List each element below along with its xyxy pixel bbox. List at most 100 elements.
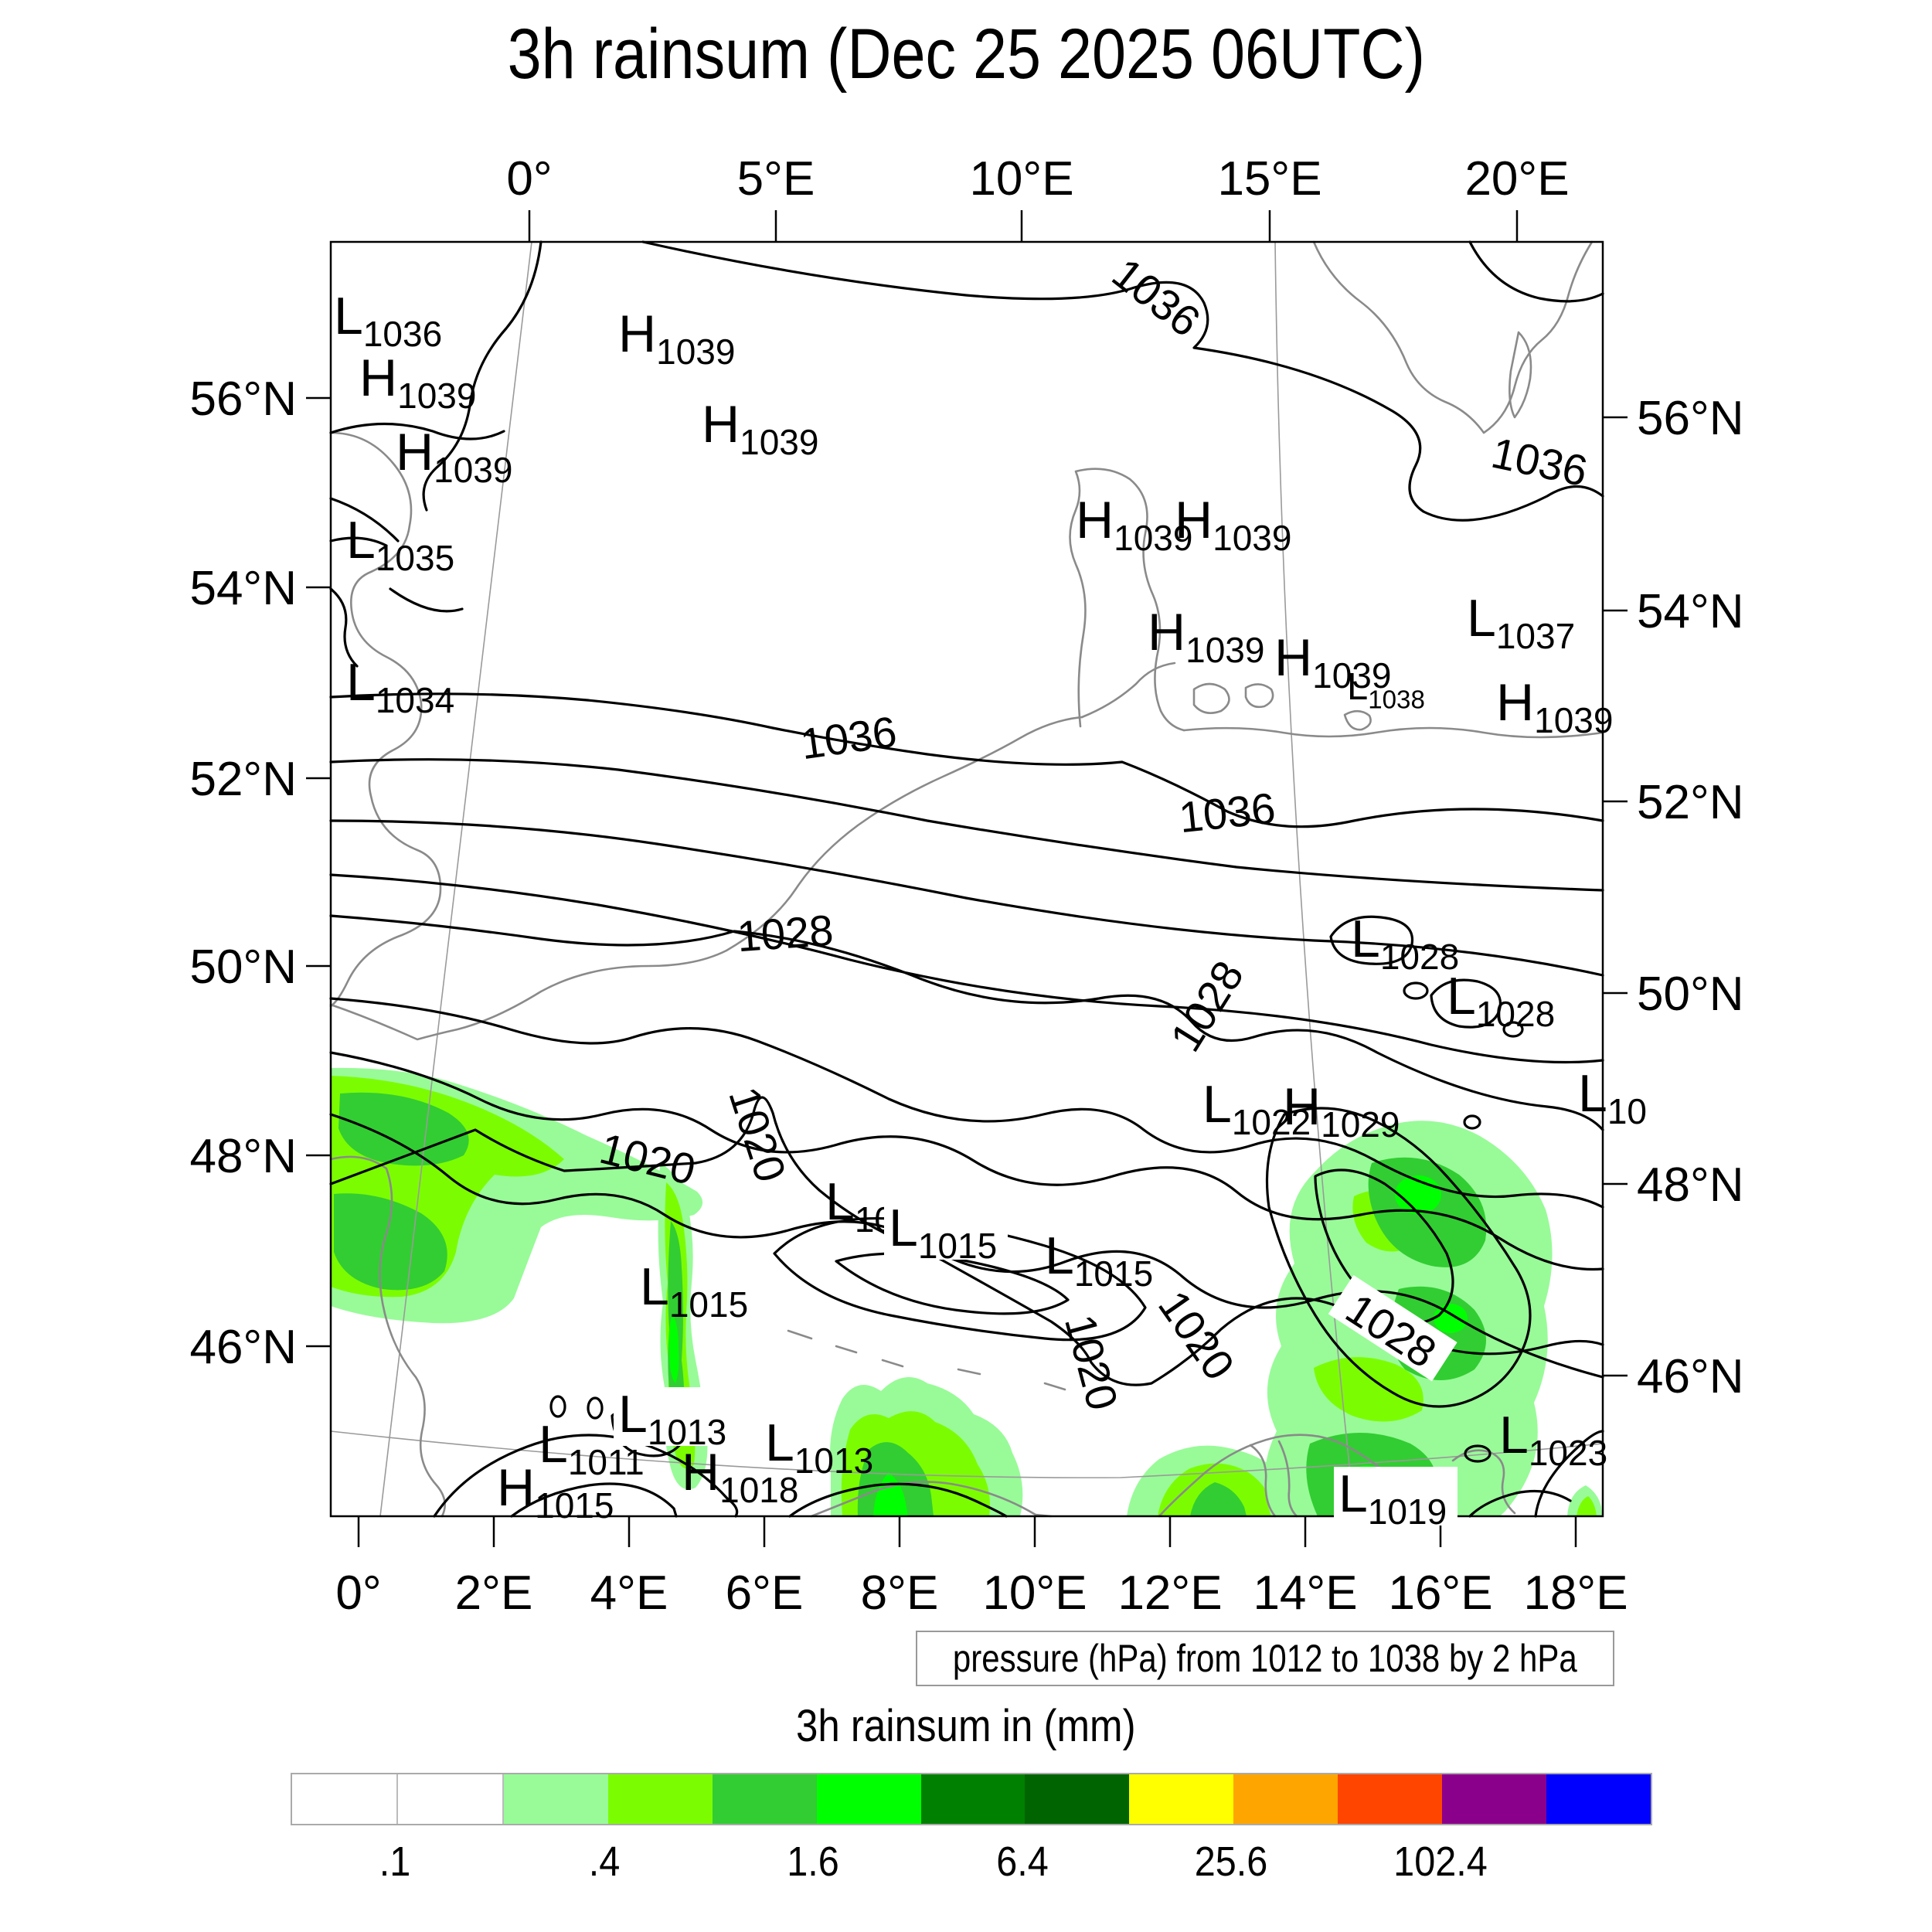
low-pressure-marker: L1015 <box>1045 1226 1153 1294</box>
graticule-meridian <box>379 241 532 1517</box>
pressure-marker-text: L1028 <box>1447 967 1555 1034</box>
coastline-layer <box>329 240 1604 1518</box>
low-pressure-marker: L1022 <box>1202 1075 1311 1142</box>
pressure-value: 1028 <box>1476 994 1555 1034</box>
coast-ruegen <box>1343 709 1372 731</box>
pressure-contour <box>1468 1489 1572 1518</box>
pressure-letter: L <box>1467 589 1496 648</box>
pressure-marker-text: H1039 <box>359 349 476 416</box>
colorbar-cell <box>397 1774 504 1824</box>
pressure-value: 1015 <box>669 1284 748 1325</box>
pressure-value: 1039 <box>1534 700 1613 740</box>
pressure-marker-text: H1039 <box>618 304 735 372</box>
pressure-marker-text: H1039 <box>1274 628 1391 696</box>
high-pressure-marker: H1039 <box>702 395 818 462</box>
colorbar-tick-label: .4 <box>588 1838 620 1885</box>
right-axis-label: 52°N <box>1637 776 1744 829</box>
coast-denmark <box>1069 468 1185 732</box>
pressure-marker-text: H1039 <box>1076 491 1192 558</box>
left-axis-label: 54°N <box>189 562 297 615</box>
contour-label: 1036 <box>1488 428 1592 496</box>
pressure-marker-text: L1037 <box>1467 589 1575 656</box>
bottom-axis-label: 8°E <box>861 1566 939 1620</box>
pressure-letter: L <box>1045 1226 1074 1285</box>
pressure-marker-text: H1039 <box>396 423 512 490</box>
pressure-letter: H <box>682 1443 719 1502</box>
right-axis-label: 56°N <box>1637 392 1744 445</box>
coast-mediterranean <box>810 1481 1053 1518</box>
rain-area <box>1314 1357 1423 1422</box>
colorbar-cell <box>503 1774 608 1824</box>
pressure-value: 1015 <box>918 1226 997 1266</box>
pressure-contour <box>422 240 543 512</box>
pressure-contour-closed <box>1430 978 1502 1029</box>
top-axis-label: 15°E <box>1217 152 1321 206</box>
pressure-value: 1036 <box>363 314 442 354</box>
pressure-letter: L <box>334 287 363 345</box>
pressure-letter: H <box>1496 673 1534 732</box>
pressure-letter: L <box>889 1199 918 1257</box>
low-pressure-marker: L1028 <box>1447 967 1555 1034</box>
rain-area <box>334 1193 447 1291</box>
pressure-value: 1034 <box>376 680 454 720</box>
high-pressure-marker: H1039 <box>1274 628 1391 696</box>
bottom-axis-label: 14°E <box>1253 1566 1357 1620</box>
colorbar-cell <box>607 1774 713 1824</box>
page-title: 3h rainsum (Dec 25 2025 06UTC) <box>507 15 1425 94</box>
pressure-letter: H <box>702 395 740 454</box>
pressure-contour <box>510 1482 678 1518</box>
right-axis-label: 48°N <box>1637 1158 1744 1212</box>
colorbar-cell <box>1442 1774 1547 1824</box>
pressure-marker-text: L1015 <box>1045 1226 1153 1294</box>
pressure-marker-text: L10 <box>1578 1064 1647 1131</box>
top-axis-label: 20°E <box>1464 152 1569 206</box>
pressure-marker-text: L1034 <box>346 653 454 720</box>
bottom-axis-label: 12°E <box>1117 1566 1222 1620</box>
pressure-contour-1026 <box>329 997 1604 1209</box>
colorbar-labels: .1 .4 1.6 6.4 25.6 102.4 <box>0 1838 1932 1892</box>
pressure-letter: L <box>1447 967 1476 1026</box>
low-pressure-marker: L1037 <box>1467 589 1575 656</box>
pressure-value: 1039 <box>1114 518 1192 558</box>
pressure-contour-closed <box>549 1395 566 1418</box>
pressure-contour <box>329 587 359 668</box>
pressure-marker-text: L1013 <box>618 1385 726 1452</box>
pressure-contour <box>329 536 388 547</box>
bottom-axis-label: 6°E <box>726 1566 804 1620</box>
bottom-axis-label: 18°E <box>1523 1566 1628 1620</box>
low-pressure-marker: L1015 <box>884 1199 1008 1266</box>
contour-label-text: 1028 <box>736 906 835 961</box>
pressure-letter: L <box>1499 1406 1529 1464</box>
coast-german-bight <box>1080 662 1176 719</box>
pressure-marker-text: L1015 <box>640 1257 748 1325</box>
colorbar-cell <box>1025 1774 1130 1824</box>
pressure-marker-text: L1023 <box>1499 1406 1607 1473</box>
pressure-letter: L <box>1347 666 1368 708</box>
pressure-contour <box>329 497 400 543</box>
pressure-letter: H <box>1175 491 1213 549</box>
pressure-value: 10 <box>1607 1091 1647 1131</box>
pressure-letter: L <box>618 1385 648 1444</box>
pressure-marker-text: H1029 <box>1283 1077 1400 1145</box>
colorbar-cell <box>712 1774 817 1824</box>
contour-label: 1020 <box>1056 1310 1128 1416</box>
pressure-marker-text: L1019 <box>1338 1464 1447 1532</box>
pressure-letter: L <box>1202 1075 1232 1134</box>
coast-uk <box>329 431 442 1008</box>
high-pressure-marker: H1039 <box>396 423 512 490</box>
pressure-contour <box>389 587 464 613</box>
left-axis-label: 48°N <box>189 1130 297 1183</box>
low-pressure-marker: L1036 <box>334 287 442 354</box>
low-pressure-marker: L10 <box>1578 1064 1647 1131</box>
pressure-marker-text: L1028 <box>1351 910 1459 977</box>
pressure-contour-closed <box>1502 1021 1524 1038</box>
coast-biscay <box>329 1155 446 1518</box>
pressure-contour-1024 <box>329 1051 1604 1271</box>
contour-label-box <box>1328 1274 1458 1382</box>
pressure-contour-1036 <box>641 240 1604 522</box>
high-pressure-marker: H1039 <box>1076 491 1192 558</box>
high-pressure-marker: H1039 <box>1496 673 1613 740</box>
pressure-value: 1018 <box>719 1470 798 1510</box>
pressure-value: 1039 <box>1312 655 1391 696</box>
